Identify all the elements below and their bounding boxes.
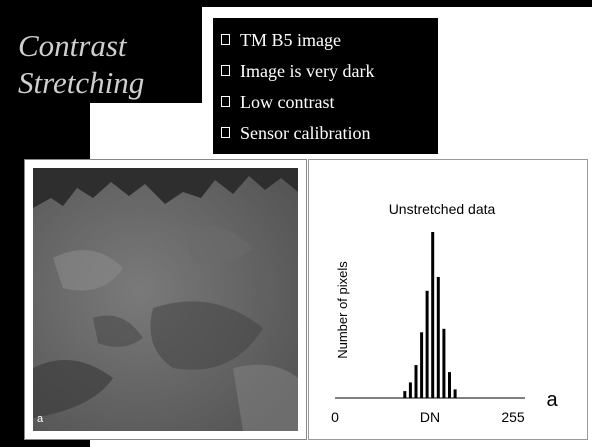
satellite-image xyxy=(33,168,298,431)
histogram-bars xyxy=(403,232,457,398)
bullet-text: Sensor calibration xyxy=(240,123,371,143)
histogram-bar xyxy=(408,382,412,398)
title-block: Contrast Stretching xyxy=(0,7,202,103)
satellite-image-panel: a xyxy=(24,159,307,440)
top-decorative-rule xyxy=(90,0,592,7)
histogram-bar xyxy=(425,290,429,398)
slide-title-line-1: Contrast xyxy=(18,28,127,63)
chart-panel-label: a xyxy=(546,389,558,411)
slide-title: Contrast Stretching xyxy=(18,27,144,101)
square-bullet-icon xyxy=(221,34,230,45)
bullet-item: Low contrast xyxy=(221,87,374,118)
bullet-item: Image is very dark xyxy=(221,56,374,87)
histogram-bar xyxy=(403,391,407,398)
x-tick-255: 255 xyxy=(501,409,525,425)
histogram-bar xyxy=(431,232,435,398)
photo-panel-label: a xyxy=(37,413,44,425)
histogram-bar xyxy=(420,332,424,398)
histogram-panel: Unstretched data Number of pixels 0 DN 2… xyxy=(308,159,588,440)
chart-title: Unstretched data xyxy=(389,201,496,217)
histogram-bar xyxy=(414,365,418,398)
bullet-text: Low contrast xyxy=(240,92,335,112)
bullet-text: Image is very dark xyxy=(240,61,375,81)
histogram-chart: Unstretched data Number of pixels 0 DN 2… xyxy=(331,201,558,425)
square-bullet-icon xyxy=(221,96,230,107)
square-bullet-icon xyxy=(221,127,230,138)
bullet-item: TM B5 image xyxy=(221,25,374,56)
histogram-bar xyxy=(453,389,457,398)
square-bullet-icon xyxy=(221,65,230,76)
slide-title-line-2: Stretching xyxy=(18,65,145,100)
histogram-bar xyxy=(442,328,446,398)
y-axis-label: Number of pixels xyxy=(335,261,350,359)
bullet-item: Sensor calibration xyxy=(221,118,374,149)
x-tick-0: 0 xyxy=(331,409,339,425)
bullet-list: TM B5 image Image is very dark Low contr… xyxy=(221,25,374,149)
histogram-bar xyxy=(436,277,440,398)
bullet-list-block: TM B5 image Image is very dark Low contr… xyxy=(213,18,438,154)
x-axis-label: DN xyxy=(420,409,440,425)
bullet-text: TM B5 image xyxy=(240,30,341,50)
histogram-bar xyxy=(448,372,451,398)
